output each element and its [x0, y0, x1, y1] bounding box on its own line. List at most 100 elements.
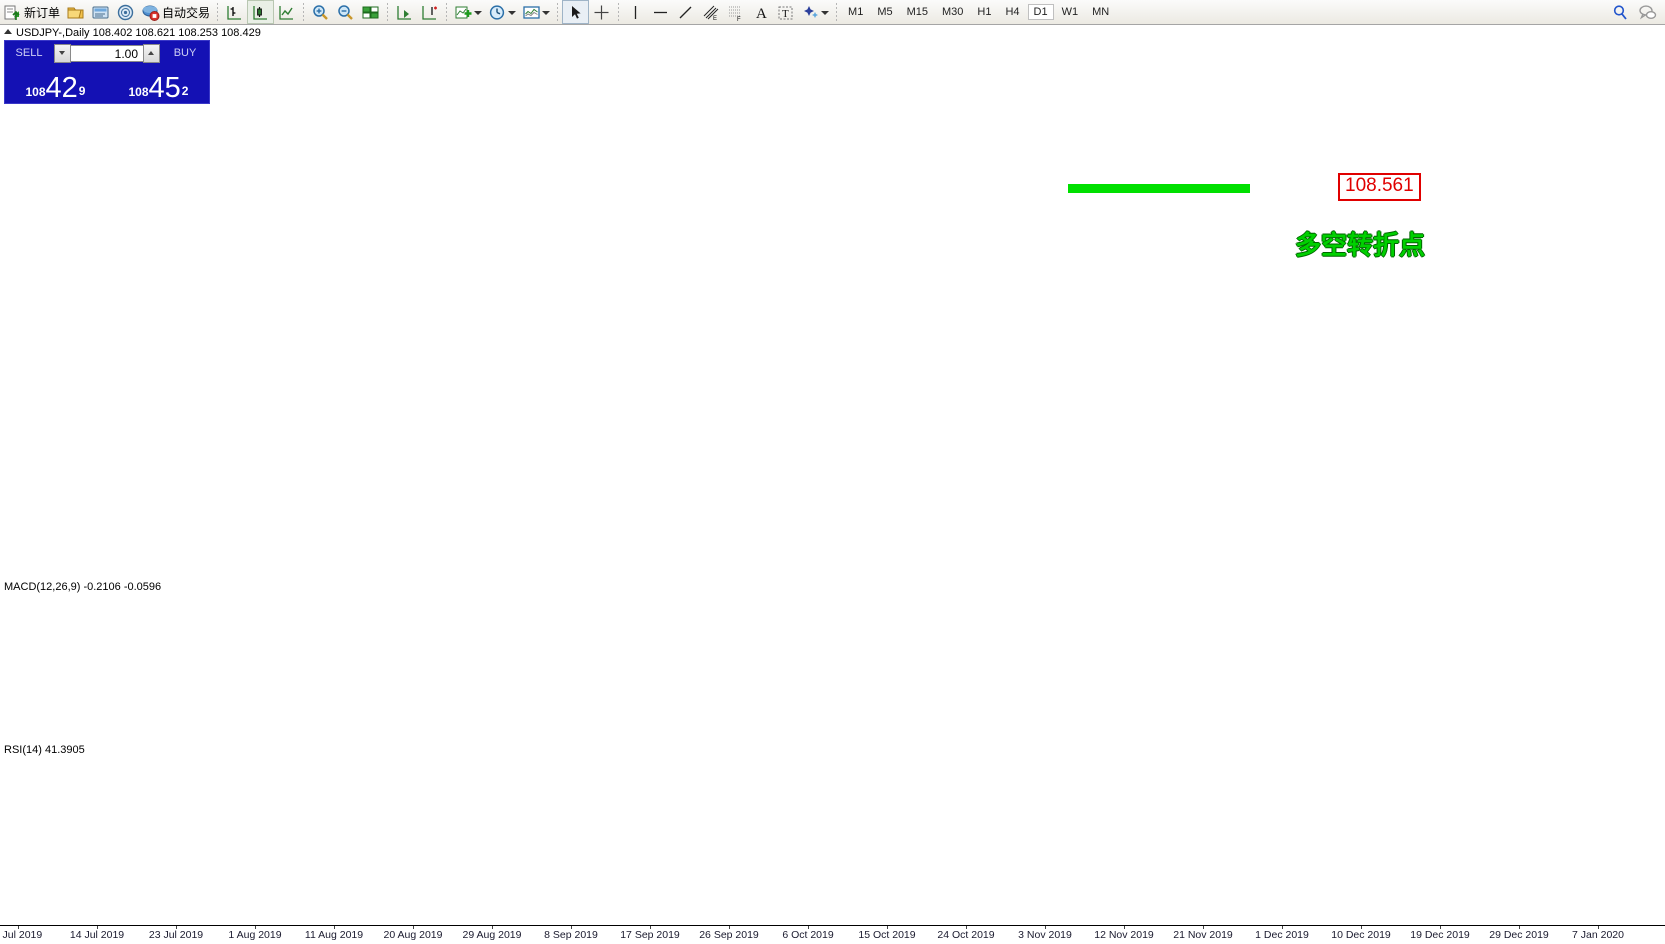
price-annotation-box[interactable]: 108.561	[1338, 173, 1421, 201]
macd-label: MACD(12,26,9) -0.2106 -0.0596	[4, 581, 162, 593]
trendline-icon	[676, 3, 695, 22]
text-tool-button[interactable]: A	[748, 1, 773, 23]
one-click-trading-panel[interactable]: SELL 1.00 BUY 108 42 9 108 45 2	[4, 40, 210, 104]
time-tick-mark	[492, 926, 493, 929]
time-tick-label: 14 Jul 2019	[69, 929, 125, 941]
templates-button[interactable]	[519, 1, 553, 23]
toolbar-separator	[303, 3, 305, 21]
timeframe-m15[interactable]: M15	[906, 6, 928, 18]
svg-text:A: A	[756, 6, 767, 22]
terminal-icon	[91, 3, 110, 22]
search-icon[interactable]	[1611, 3, 1630, 22]
vline-tool-button[interactable]	[623, 1, 648, 23]
label-tool-button[interactable]: T	[773, 1, 798, 23]
sell-price-main: 42	[45, 72, 78, 104]
equidistant-channel-tool-button[interactable]: E	[698, 1, 723, 23]
tile-windows-icon	[361, 3, 380, 22]
shift-end-button[interactable]	[392, 1, 417, 23]
symbol-header: USDJPY-,Daily 108.402 108.621 108.253 10…	[4, 27, 261, 39]
navigator-button[interactable]	[113, 1, 138, 23]
time-axis[interactable]: 4 Jul 2019 14 Jul 2019 23 Jul 2019 1 Aug 20…	[0, 925, 1665, 944]
svg-text:E: E	[713, 16, 717, 22]
time-tick-label: 1 Dec 2019	[1255, 929, 1309, 941]
new-order-button[interactable]: 新订单	[0, 1, 63, 23]
timeframe-m5[interactable]: M5	[877, 6, 893, 18]
indicators-button[interactable]	[451, 1, 485, 23]
period-dropdown-arrow[interactable]	[507, 3, 517, 22]
timeframe-w1[interactable]: W1	[1061, 6, 1079, 18]
buy-price-fraction: 2	[181, 84, 189, 98]
time-tick-mark	[1361, 926, 1362, 929]
time-tick-label: 20 Aug 2019	[383, 929, 443, 941]
auto-trading-button[interactable]: 自动交易	[138, 1, 213, 23]
time-tick-mark	[1203, 926, 1204, 929]
timeframe-mn[interactable]: MN	[1092, 6, 1110, 18]
time-tick-mark	[808, 926, 809, 929]
trade-panel-quotes: 108 42 9 108 45 2	[5, 63, 209, 103]
fibonacci-tool-button[interactable]: F	[723, 1, 748, 23]
buy-label[interactable]: BUY	[173, 47, 197, 59]
timeframe-d1[interactable]: D1	[1027, 4, 1054, 20]
zoom-in-button[interactable]	[308, 1, 333, 23]
candlestick-chart-button[interactable]	[247, 0, 275, 24]
time-tick-mark	[571, 926, 572, 929]
zoom-in-icon	[311, 3, 330, 22]
period-button[interactable]	[485, 1, 519, 23]
time-tick-label: 10 Dec 2019	[1331, 929, 1391, 941]
bar-chart-button[interactable]	[222, 1, 247, 23]
shapes-tool-button[interactable]	[798, 1, 832, 23]
time-tick-mark	[97, 926, 98, 929]
symbol-ohlc-text: USDJPY-,Daily 108.402 108.621 108.253 10…	[16, 27, 261, 39]
templates-dropdown-arrow[interactable]	[541, 3, 551, 22]
chinese-annotation-text[interactable]: 多空转折点	[1295, 231, 1426, 261]
volume-decrease-button[interactable]	[54, 43, 71, 63]
time-tick-label: 12 Nov 2019	[1094, 929, 1154, 941]
timeframe-h4[interactable]: H4	[1005, 6, 1020, 18]
cursor-tool-button[interactable]	[562, 0, 590, 24]
folder-button[interactable]	[63, 1, 88, 23]
time-tick-mark	[1598, 926, 1599, 929]
svg-text:F: F	[737, 17, 741, 22]
collapse-triangle-icon[interactable]	[4, 29, 12, 34]
timeframe-h1[interactable]: H1	[977, 6, 992, 18]
volume-stepper[interactable]: 1.00	[54, 43, 160, 63]
sell-label[interactable]: SELL	[15, 47, 43, 59]
shapes-icon	[801, 3, 820, 22]
sell-price-button[interactable]: 108 42 9	[5, 63, 106, 103]
toolbar-right-group	[1611, 3, 1665, 22]
toolbar-separator	[387, 3, 389, 21]
terminal-button[interactable]	[88, 1, 113, 23]
line-chart-icon	[277, 3, 296, 22]
volume-increase-button[interactable]	[143, 43, 160, 63]
line-chart-button[interactable]	[274, 1, 299, 23]
tile-windows-button[interactable]	[358, 1, 383, 23]
trendline-tool-button[interactable]	[673, 1, 698, 23]
chart-area[interactable]: USDJPY-,Daily 108.402 108.621 108.253 10…	[0, 25, 1665, 944]
auto-scroll-button[interactable]	[417, 1, 442, 23]
crosshair-tool-button[interactable]	[589, 1, 614, 23]
time-tick-mark	[1282, 926, 1283, 929]
buy-price-button[interactable]: 108 45 2	[108, 63, 209, 103]
time-tick-label: 15 Oct 2019	[858, 929, 916, 941]
time-tick-label: 19 Dec 2019	[1410, 929, 1470, 941]
timeframe-m1[interactable]: M1	[848, 6, 864, 18]
toolbar-separator	[217, 3, 219, 21]
time-tick-mark	[1440, 926, 1441, 929]
time-tick-mark	[255, 926, 256, 929]
hline-icon	[651, 3, 670, 22]
time-tick-label: 1 Aug 2019	[228, 929, 282, 941]
chat-icon[interactable]	[1638, 3, 1657, 22]
time-tick-mark	[176, 926, 177, 929]
buy-price-main: 45	[148, 72, 181, 104]
shapes-dropdown-arrow[interactable]	[820, 3, 830, 22]
time-tick-mark	[1045, 926, 1046, 929]
label-icon: T	[776, 3, 795, 22]
volume-input[interactable]: 1.00	[71, 44, 143, 62]
hline-tool-button[interactable]	[648, 1, 673, 23]
timeframe-m30[interactable]: M30	[942, 6, 964, 18]
zoom-out-button[interactable]	[333, 1, 358, 23]
new-order-icon	[3, 3, 22, 22]
toolbar-separator	[618, 3, 620, 21]
sell-price-prefix: 108	[25, 85, 46, 99]
indicators-dropdown-arrow[interactable]	[473, 3, 483, 22]
